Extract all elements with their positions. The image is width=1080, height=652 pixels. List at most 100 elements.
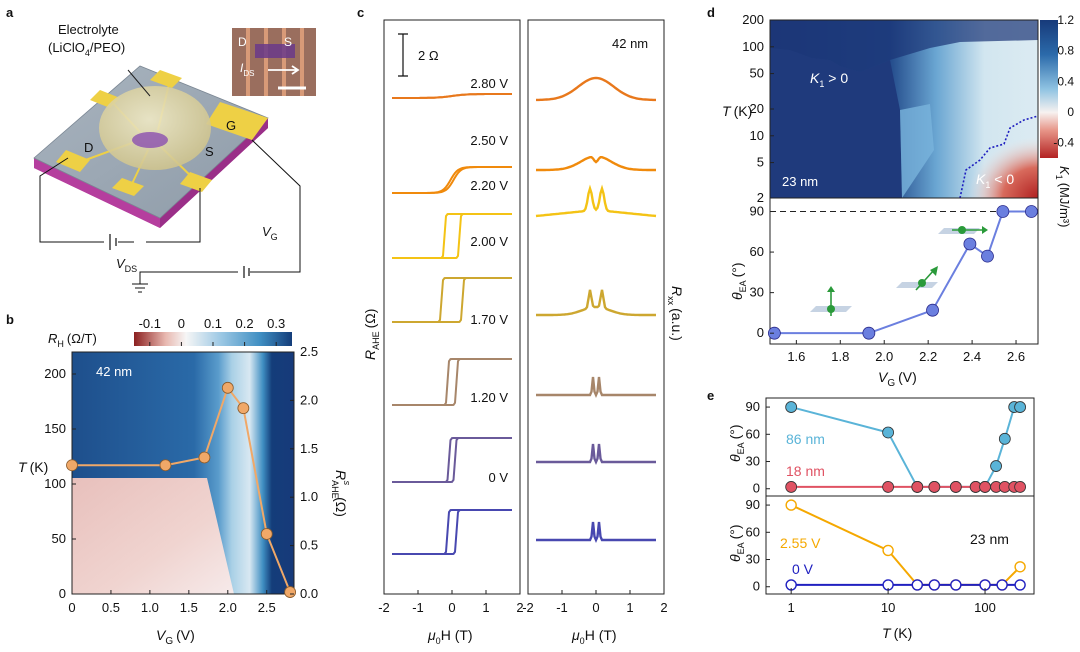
vds-circuit (39, 157, 201, 243)
x-tick-label-d: 2.2 (919, 349, 937, 364)
curve-label: 2.00 V (470, 234, 508, 249)
axes-d-top: 2 5 10 20 50 100 200 (742, 12, 774, 205)
terminal-d: D (84, 140, 93, 155)
colorbar-b-tick-label: 0.1 (204, 316, 222, 331)
x-tick-label-b: 2.5 (258, 600, 276, 615)
y-tick-label-e: 90 (746, 497, 760, 512)
colorbar-d-tick-label: 0.4 (1057, 74, 1074, 88)
y-tick-label-e: 30 (746, 552, 760, 567)
ylabel-c-left: RAHE(Ω) (362, 309, 381, 360)
y-tick-label-d: 100 (742, 39, 764, 54)
e-series-point (911, 481, 924, 493)
x-tick-label-d: 2.0 (875, 349, 893, 364)
colorbar-b-tick-label: 0.2 (236, 316, 254, 331)
x-tick-label-c: 1 (626, 600, 633, 615)
hall-loop-branch (392, 166, 512, 194)
y2-tick-label-b: 1.5 (300, 441, 318, 456)
terminal-g: G (226, 118, 236, 133)
x-tick-label-e: 100 (974, 600, 996, 615)
colorbar-b-tick-label: 0 (178, 316, 185, 331)
panel-b: -0.1 0 0.1 0.2 0.3 RH (Ω/T) 42 nm 0 0.5 1.0 1.5 2… (18, 316, 352, 647)
e-series-point (785, 499, 797, 511)
axes-b: 0 0.5 1.0 1.5 2.0 2.5 0 50 100 150 200 0.0 0.5 1.0 1.5… (44, 344, 318, 615)
y2-tick-label-b: 0.5 (300, 538, 318, 553)
legend-86nm: 86 nm (786, 431, 825, 447)
rxx-curve (535, 184, 657, 218)
curve-label: 1.70 V (470, 312, 508, 327)
panel-label-b: b (6, 312, 14, 327)
inset-current-arrow-icon (268, 65, 300, 75)
e-series-point (785, 401, 798, 413)
theta-point (1025, 205, 1038, 218)
y-tick-label-d: 50 (750, 66, 764, 81)
x-tick-label-c: -2 (522, 600, 534, 615)
plot-e-series (785, 401, 1026, 591)
ylabel-c-right: Rxx(a.u.) (666, 286, 685, 341)
e-series-point (882, 544, 894, 557)
inset-label-ids: IDS (240, 61, 254, 78)
y-tick-label-d: 5 (757, 155, 764, 170)
colorbar-d (1040, 20, 1058, 158)
electrolyte-label: Electrolyte (58, 22, 119, 37)
rahe-point (237, 402, 250, 415)
panel-label-a: a (6, 5, 14, 20)
e-series-point (998, 432, 1011, 445)
e-series-point (928, 481, 941, 493)
plot-frame-d-bottom (769, 197, 1039, 345)
vg-circuit (139, 139, 301, 284)
thickness-e: 23 nm (970, 531, 1009, 547)
e-series-point (990, 460, 1002, 472)
device-schematic: Electrolyte (LiClO4/PEO) D S G VDS VG D … (33, 22, 316, 293)
plot-frame-e-top (765, 397, 1035, 497)
rxx-curve (536, 443, 656, 465)
x-tick-label-c: -1 (412, 600, 424, 615)
panel-d: K1 > 0 K1 < 0 23 nm 1.2 0.8 0.4 0 -0.4 K1(MJ… (722, 12, 1074, 389)
e-series-point (1014, 401, 1026, 413)
e-series-point (1014, 481, 1026, 493)
colorbar-b-label: RH (Ω/T) (48, 331, 97, 349)
ylabel-e-top: θEA(°) (727, 424, 746, 462)
y-tick-label-b: 0 (59, 586, 66, 601)
ylabel-e-bottom: θEA(°) (727, 524, 746, 562)
x-tick-label-b: 2.0 (219, 600, 237, 615)
e-series-point (979, 481, 991, 493)
theta-point (767, 326, 781, 340)
theta-point (862, 326, 876, 340)
vds-battery-icon (109, 234, 117, 250)
rahe-point (159, 459, 172, 472)
ylabel-d-top: T (K) (722, 103, 752, 119)
plot-frame-c-left (383, 19, 521, 595)
x-tick-label-e: 10 (881, 600, 895, 615)
e-series-point (785, 481, 798, 493)
hall-loop-branch (392, 509, 512, 555)
theta-line (774, 210, 1032, 335)
panel-label-c: c (357, 5, 364, 20)
xlabel-b: VG (V) (156, 627, 195, 647)
electrolyte-pointer (127, 69, 151, 97)
heatmap-d-positive-region (770, 48, 902, 198)
e-series-point (950, 579, 962, 591)
x-tick-label-c: 2 (660, 600, 667, 615)
y-tick-label-d: 2 (757, 190, 764, 205)
vg-label: VG (262, 224, 278, 242)
colorbar-b-ticks: -0.1 0 0.1 0.2 0.3 (139, 316, 285, 346)
y-tick-label-e: 0 (753, 579, 760, 594)
panel-label-d: d (707, 5, 715, 20)
terminal-s: S (205, 144, 214, 159)
x-tick-label-c: 0 (592, 600, 599, 615)
curve-label: 0 V (488, 470, 508, 485)
colorbar-d-tick-label: 1.2 (1057, 13, 1074, 27)
drain-pad (56, 150, 90, 172)
y-tick-label-d-bottom: 0 (757, 325, 764, 340)
plot-frame-e-bottom (765, 495, 1035, 595)
x-tick-label-c: 0 (448, 600, 455, 615)
electrolyte-drop (99, 86, 211, 170)
theta-point (981, 249, 994, 263)
inset-label-s: S (284, 35, 292, 49)
x-tick-label-d: 2.6 (1007, 349, 1025, 364)
anisotropy-negative: K1 < 0 (976, 171, 1014, 190)
e-series-point (1014, 579, 1026, 591)
panel-c: 2 Ω 42 nm 2.80 V 2.50 V 2.20 V 2.00 V 1.70 V… (362, 19, 685, 646)
